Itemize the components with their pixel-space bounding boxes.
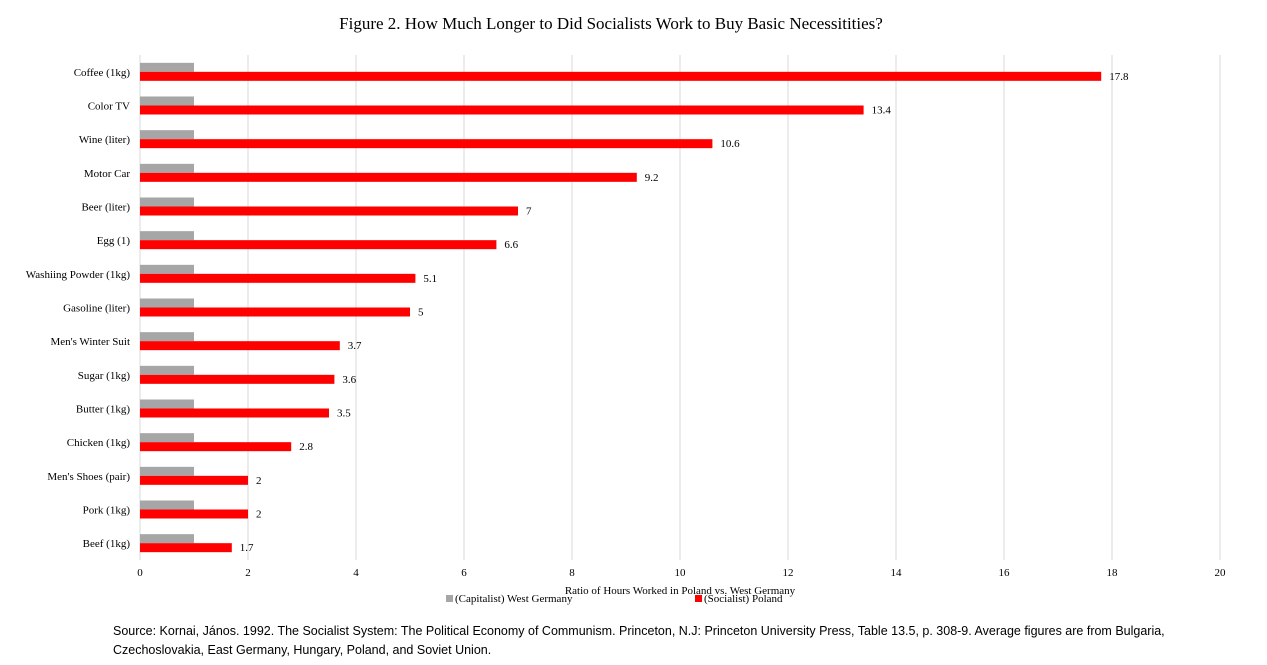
bar-west-germany <box>140 433 194 442</box>
data-label-poland: 2 <box>256 475 262 487</box>
bar-poland <box>140 375 334 384</box>
data-label-poland: 17.8 <box>1109 71 1129 83</box>
data-label-poland: 2.8 <box>299 441 313 453</box>
category-label: Motor Car <box>84 168 130 180</box>
category-label: Men's Winter Suit <box>50 336 130 348</box>
data-label-poland: 5 <box>418 307 424 319</box>
bar-west-germany <box>140 400 194 409</box>
data-label-poland: 2 <box>256 509 262 521</box>
category-label: Washiing Powder (1kg) <box>26 269 131 281</box>
category-labels: Coffee (1kg) Color TV Wine (liter) Motor Ca… <box>26 67 131 550</box>
data-label-poland: 5.1 <box>423 273 437 285</box>
category-label: Pork (1kg) <box>83 505 131 517</box>
bar-poland <box>140 308 410 317</box>
bar-poland <box>140 476 248 485</box>
x-tick-label: 8 <box>569 567 575 579</box>
x-tick-label: 6 <box>461 567 467 579</box>
x-tick-label: 18 <box>1107 567 1119 579</box>
bar-poland <box>140 106 864 115</box>
category-label: Sugar (1kg) <box>78 370 131 382</box>
source-note: Source: Kornai, János. 1992. The Sociali… <box>113 622 1233 660</box>
x-tick-label: 16 <box>999 567 1011 579</box>
bar-poland <box>140 274 415 283</box>
bar-west-germany <box>140 501 194 510</box>
bar-west-germany <box>140 265 194 274</box>
category-label: Chicken (1kg) <box>67 437 131 449</box>
bar-poland <box>140 72 1101 81</box>
bar-chart: Figure 2. How Much Longer to Did Sociali… <box>0 0 1267 610</box>
legend-label-west-germany: (Capitalist) West Germany <box>455 593 573 605</box>
bar-poland <box>140 543 232 552</box>
category-label: Butter (1kg) <box>76 404 130 416</box>
data-label-poland: 3.7 <box>348 340 362 352</box>
bar-west-germany <box>140 231 194 240</box>
bar-poland <box>140 409 329 418</box>
bar-poland <box>140 139 712 148</box>
category-label: Coffee (1kg) <box>74 67 131 79</box>
bar-poland <box>140 173 637 182</box>
bar-west-germany <box>140 299 194 308</box>
x-tick-label: 4 <box>353 567 359 579</box>
bar-poland <box>140 341 340 350</box>
data-label-poland: 3.6 <box>342 374 356 386</box>
x-tick-label: 10 <box>675 567 687 579</box>
category-label: Gasoline (liter) <box>63 303 130 315</box>
bar-poland <box>140 207 518 216</box>
category-label: Beef (1kg) <box>83 538 131 550</box>
category-label: Color TV <box>88 101 130 113</box>
category-label: Beer (liter) <box>81 202 130 214</box>
data-label-poland: 3.5 <box>337 408 351 420</box>
bar-west-germany <box>140 97 194 106</box>
x-tick-labels: 0 2 4 6 8 10 12 14 16 18 20 <box>137 567 1226 579</box>
data-label-poland: 7 <box>526 206 532 218</box>
legend-swatch-poland <box>695 595 702 602</box>
bars <box>140 63 1101 552</box>
bar-poland <box>140 240 496 249</box>
x-tick-label: 14 <box>891 567 903 579</box>
category-label: Egg (1) <box>97 235 131 247</box>
bar-west-germany <box>140 164 194 173</box>
x-tick-label: 20 <box>1215 567 1227 579</box>
bar-west-germany <box>140 198 194 207</box>
chart-title: Figure 2. How Much Longer to Did Sociali… <box>339 14 883 33</box>
legend-label-poland: (Socialist) Poland <box>704 593 783 605</box>
bar-west-germany <box>140 63 194 72</box>
bar-west-germany <box>140 366 194 375</box>
data-label-poland: 1.7 <box>240 542 254 554</box>
x-tick-label: 0 <box>137 567 143 579</box>
bar-west-germany <box>140 534 194 543</box>
x-tick-label: 2 <box>245 567 251 579</box>
data-label-poland: 6.6 <box>504 239 518 251</box>
bar-west-germany <box>140 332 194 341</box>
legend-swatch-west-germany <box>446 595 453 602</box>
category-label: Men's Shoes (pair) <box>47 471 130 483</box>
bar-west-germany <box>140 130 194 139</box>
data-label-poland: 13.4 <box>872 105 892 117</box>
bar-west-germany <box>140 467 194 476</box>
category-label: Wine (liter) <box>79 134 131 146</box>
data-label-poland: 9.2 <box>645 172 659 184</box>
x-tick-label: 12 <box>783 567 794 579</box>
bar-poland <box>140 442 291 451</box>
bar-poland <box>140 510 248 519</box>
data-label-poland: 10.6 <box>720 138 740 150</box>
